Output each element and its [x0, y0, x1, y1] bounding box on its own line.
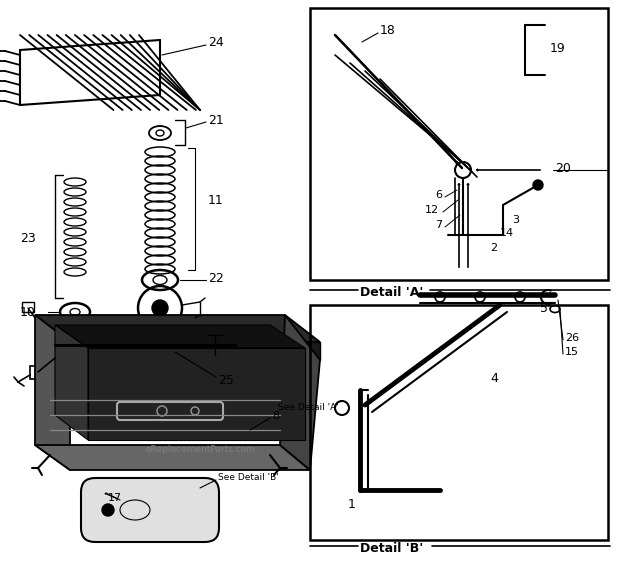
- Text: 23: 23: [20, 231, 36, 244]
- Circle shape: [533, 180, 543, 190]
- Polygon shape: [88, 348, 305, 440]
- Text: 8: 8: [272, 411, 279, 421]
- Text: 12: 12: [425, 205, 439, 215]
- Polygon shape: [55, 325, 305, 348]
- Text: 22: 22: [208, 272, 224, 285]
- Text: 24: 24: [208, 36, 224, 49]
- Text: 11: 11: [208, 193, 224, 206]
- Text: eReplacementParts.com: eReplacementParts.com: [145, 446, 255, 455]
- Text: 14: 14: [500, 228, 514, 238]
- Circle shape: [154, 339, 166, 351]
- Text: 4: 4: [490, 371, 498, 384]
- Text: Detail 'B': Detail 'B': [360, 541, 423, 555]
- Bar: [210, 340, 222, 350]
- Polygon shape: [70, 342, 320, 360]
- Text: 2: 2: [490, 243, 497, 253]
- Text: 7: 7: [435, 220, 442, 230]
- Polygon shape: [35, 445, 310, 470]
- Text: 19: 19: [550, 41, 565, 54]
- Text: 6: 6: [435, 190, 442, 200]
- Text: 1: 1: [348, 498, 356, 511]
- Polygon shape: [280, 315, 320, 470]
- Polygon shape: [35, 315, 320, 342]
- Text: 25: 25: [218, 374, 234, 387]
- Text: See Detail 'B': See Detail 'B': [218, 473, 279, 483]
- Text: 5: 5: [540, 302, 548, 315]
- Text: 17: 17: [108, 493, 122, 503]
- Text: 15: 15: [565, 347, 579, 357]
- Text: 10: 10: [20, 306, 36, 319]
- Text: See Detail 'A': See Detail 'A': [278, 404, 339, 413]
- FancyBboxPatch shape: [81, 478, 219, 542]
- Bar: [30, 366, 48, 379]
- Bar: [55, 337, 77, 353]
- Bar: [310, 8, 608, 280]
- Bar: [310, 305, 608, 540]
- Circle shape: [102, 504, 114, 516]
- Text: 20: 20: [555, 162, 571, 175]
- Text: 26: 26: [565, 333, 579, 343]
- Text: 18: 18: [380, 23, 396, 36]
- Text: Detail 'A': Detail 'A': [360, 286, 423, 298]
- Text: 3: 3: [512, 215, 519, 225]
- Bar: [22, 302, 34, 312]
- Text: 21: 21: [208, 113, 224, 126]
- Circle shape: [152, 300, 168, 316]
- Polygon shape: [35, 315, 70, 470]
- Polygon shape: [55, 325, 88, 440]
